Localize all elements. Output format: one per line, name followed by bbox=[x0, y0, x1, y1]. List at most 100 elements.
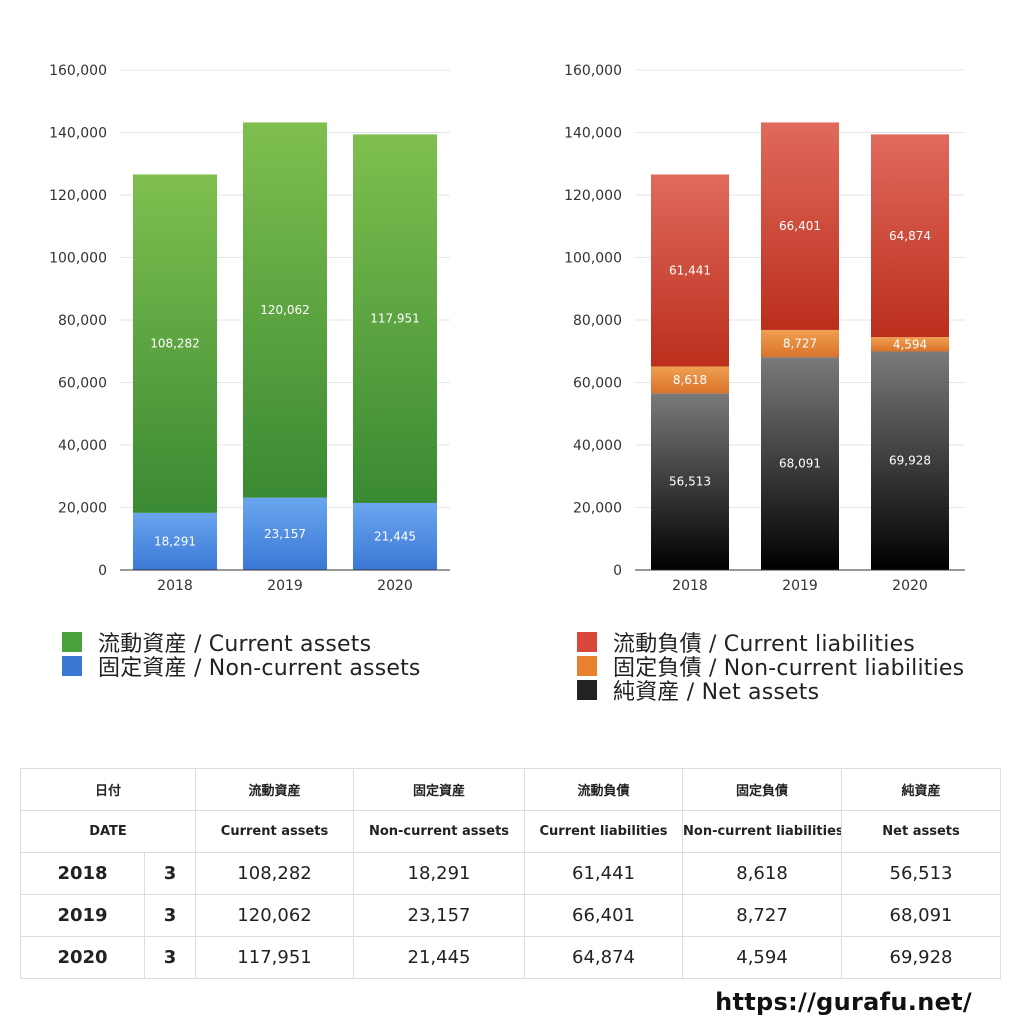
cell-current-liabilities: 64,874 bbox=[524, 936, 684, 979]
x-tick-label: 2018 bbox=[672, 578, 708, 594]
table-row: 2018 3 108,282 18,291 61,441 8,618 56,51… bbox=[20, 852, 1002, 895]
y-tick-label: 120,000 bbox=[564, 188, 622, 204]
header-current-liabilities-en: Current liabilities bbox=[524, 810, 684, 853]
bar-segment bbox=[353, 134, 437, 503]
table-row: 2020 3 117,951 21,445 64,874 4,594 69,92… bbox=[20, 936, 1002, 979]
row-month: 3 bbox=[143, 852, 197, 895]
bar-segment bbox=[651, 174, 729, 367]
bar-segment bbox=[761, 357, 839, 570]
data-label: 8,727 bbox=[783, 337, 817, 351]
y-tick-label: 0 bbox=[613, 563, 622, 579]
y-tick-label: 120,000 bbox=[49, 188, 107, 204]
legend-label: 固定負債 / Non-current liabilities bbox=[613, 656, 965, 681]
cell-net-assets: 69,928 bbox=[841, 936, 1002, 979]
legend-item-net-assets: 純資産 / Net assets bbox=[577, 678, 964, 705]
cell-non-current-assets: 21,445 bbox=[353, 936, 526, 979]
legend-item-non-current-assets: 固定資産 / Non-current assets bbox=[62, 654, 421, 681]
bar-segment bbox=[871, 351, 949, 570]
cell-non-current-liabilities: 4,594 bbox=[682, 936, 843, 979]
data-label: 4,594 bbox=[893, 337, 927, 351]
bar-segment bbox=[651, 393, 729, 570]
liabilities-legend: 流動負債 / Current liabilities 固定負債 / Non-cu… bbox=[577, 630, 964, 705]
data-label: 18,291 bbox=[154, 534, 196, 548]
header-date-jp: 日付 bbox=[19, 768, 197, 811]
y-tick-label: 40,000 bbox=[58, 438, 107, 454]
legend-label: 流動資産 / Current assets bbox=[98, 632, 372, 657]
bar-segment bbox=[761, 122, 839, 330]
data-label: 68,091 bbox=[779, 457, 821, 471]
cell-net-assets: 56,513 bbox=[841, 852, 1002, 895]
x-tick-label: 2019 bbox=[782, 578, 818, 594]
cell-current-assets: 117,951 bbox=[195, 936, 355, 979]
data-label: 21,445 bbox=[374, 529, 416, 543]
x-tick-label: 2019 bbox=[267, 578, 303, 594]
y-tick-label: 80,000 bbox=[573, 313, 622, 329]
header-net-assets-en: Net assets bbox=[841, 810, 1002, 853]
header-net-assets-jp: 純資産 bbox=[841, 768, 1002, 811]
legend-swatch bbox=[577, 632, 597, 652]
cell-net-assets: 68,091 bbox=[841, 894, 1002, 937]
bar-segment bbox=[243, 122, 327, 498]
y-tick-label: 140,000 bbox=[49, 126, 107, 142]
legend-swatch bbox=[62, 632, 82, 652]
legend-swatch bbox=[577, 656, 597, 676]
data-label: 66,401 bbox=[779, 219, 821, 233]
legend-item-non-current-liabilities: 固定負債 / Non-current liabilities bbox=[577, 654, 964, 681]
assets-legend: 流動資産 / Current assets 固定資産 / Non-current… bbox=[62, 630, 421, 681]
data-label: 8,618 bbox=[673, 373, 707, 387]
y-tick-label: 140,000 bbox=[564, 126, 622, 142]
bar-segment bbox=[133, 512, 217, 570]
table-header-jp: 日付 流動資産 固定資産 流動負債 固定負債 純資産 bbox=[19, 768, 1002, 811]
x-tick-label: 2018 bbox=[157, 578, 193, 594]
header-current-assets-jp: 流動資産 bbox=[195, 768, 355, 811]
bar-segment bbox=[353, 502, 437, 570]
legend-label: 純資産 / Net assets bbox=[613, 680, 820, 705]
assets-chart: 0 20,000 40,000 60,000 80,000 100,000 120,000 1… bbox=[49, 63, 450, 594]
cell-non-current-liabilities: 8,727 bbox=[682, 894, 843, 937]
y-tick-label: 20,000 bbox=[58, 501, 107, 517]
y-tick-label: 160,000 bbox=[49, 63, 107, 79]
cell-non-current-assets: 18,291 bbox=[353, 852, 526, 895]
bar-segment bbox=[871, 134, 949, 338]
cell-non-current-liabilities: 8,618 bbox=[682, 852, 843, 895]
bar-segment bbox=[651, 366, 729, 394]
cell-current-assets: 120,062 bbox=[195, 894, 355, 937]
cell-non-current-assets: 23,157 bbox=[353, 894, 526, 937]
legend-item-current-liabilities: 流動負債 / Current liabilities bbox=[577, 630, 964, 657]
header-current-assets-en: Current assets bbox=[195, 810, 355, 853]
data-label: 23,157 bbox=[264, 527, 306, 541]
header-non-current-liabilities-jp: 固定負債 bbox=[682, 768, 843, 811]
y-tick-label: 40,000 bbox=[573, 438, 622, 454]
data-label: 61,441 bbox=[669, 263, 711, 277]
data-label: 108,282 bbox=[150, 337, 200, 351]
row-year: 2019 bbox=[20, 894, 145, 937]
bar-segment bbox=[133, 174, 217, 513]
data-label: 69,928 bbox=[889, 454, 931, 468]
data-label: 64,874 bbox=[889, 229, 931, 243]
site-url-link[interactable]: https://gurafu.net/ bbox=[715, 988, 972, 1016]
bar-segment bbox=[243, 497, 327, 570]
legend-swatch bbox=[62, 656, 82, 676]
y-tick-label: 160,000 bbox=[564, 63, 622, 79]
cell-current-assets: 108,282 bbox=[195, 852, 355, 895]
bar-segment bbox=[871, 337, 949, 352]
header-date-en: DATE bbox=[19, 810, 197, 853]
header-non-current-assets-en: Non-current assets bbox=[353, 810, 526, 853]
header-non-current-liabilities-en: Non-current liabilities bbox=[682, 810, 843, 853]
bar-segment bbox=[761, 329, 839, 358]
row-year: 2018 bbox=[20, 852, 145, 895]
data-label: 117,951 bbox=[370, 312, 420, 326]
header-current-liabilities-jp: 流動負債 bbox=[524, 768, 684, 811]
table-header-en: DATE Current assets Non-current assets C… bbox=[19, 810, 1002, 853]
y-tick-label: 20,000 bbox=[573, 501, 622, 517]
cell-current-liabilities: 66,401 bbox=[524, 894, 684, 937]
y-tick-label: 80,000 bbox=[58, 313, 107, 329]
row-month: 3 bbox=[143, 894, 197, 937]
y-tick-label: 100,000 bbox=[49, 251, 107, 267]
y-tick-label: 100,000 bbox=[564, 251, 622, 267]
header-non-current-assets-jp: 固定資産 bbox=[353, 768, 526, 811]
legend-label: 固定資産 / Non-current assets bbox=[98, 656, 421, 681]
y-tick-label: 60,000 bbox=[573, 376, 622, 392]
row-month: 3 bbox=[143, 936, 197, 979]
data-label: 56,513 bbox=[669, 475, 711, 489]
